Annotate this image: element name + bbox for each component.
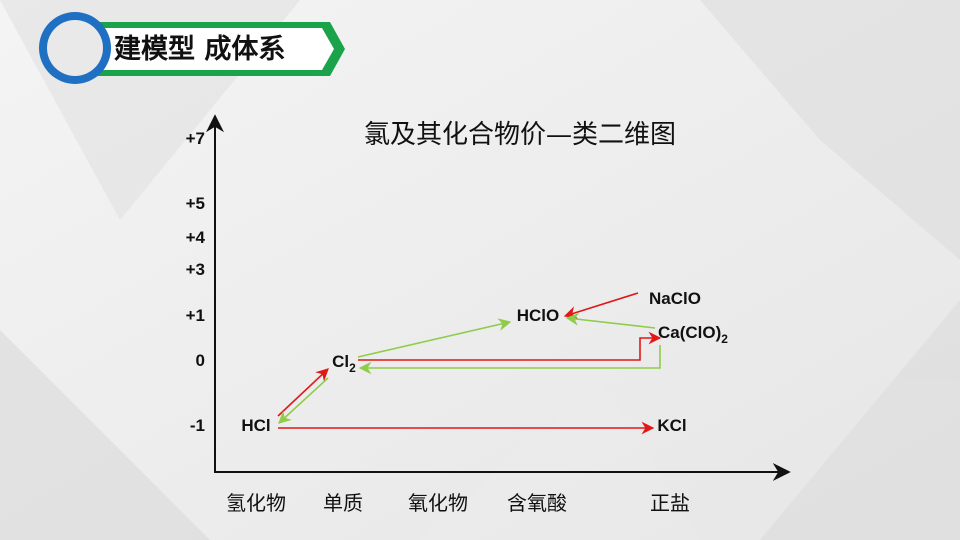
diagram-title: 氯及其化合物价—类二维图 bbox=[364, 120, 676, 150]
y-label: +4 bbox=[186, 228, 206, 247]
node: Cl2 bbox=[332, 352, 356, 375]
x-label: 含氧酸 bbox=[507, 491, 567, 515]
header-banner: 建模型 成体系 bbox=[39, 12, 345, 84]
node: NaClO bbox=[649, 289, 701, 308]
arrow bbox=[277, 368, 329, 417]
arrow bbox=[358, 345, 661, 375]
x-label: 氢化物 bbox=[226, 491, 286, 515]
x-label: 单质 bbox=[323, 491, 363, 515]
node-subscript: 2 bbox=[721, 332, 728, 346]
node-label: Cl bbox=[332, 352, 349, 371]
header-title: 建模型 成体系 bbox=[114, 34, 285, 65]
node: KCl bbox=[657, 416, 686, 435]
arrow bbox=[563, 292, 639, 319]
y-label: +7 bbox=[186, 129, 205, 148]
node-label: Ca(ClO) bbox=[658, 323, 721, 342]
y-label: +3 bbox=[186, 260, 205, 279]
x-label: 氧化物 bbox=[408, 491, 468, 515]
y-label: +1 bbox=[186, 306, 205, 325]
node-label: NaClO bbox=[649, 289, 701, 308]
arrows bbox=[277, 292, 662, 435]
node: HClO bbox=[517, 306, 560, 325]
arrow bbox=[357, 318, 512, 358]
arrow bbox=[278, 377, 329, 424]
y-label: 0 bbox=[196, 351, 205, 370]
node-label: HClO bbox=[517, 306, 560, 325]
node-label: HCl bbox=[241, 416, 270, 435]
node-subscript: 2 bbox=[349, 361, 356, 375]
y-label: -1 bbox=[190, 416, 205, 435]
arrow bbox=[358, 331, 662, 361]
node: Ca(ClO)2 bbox=[658, 323, 728, 346]
arrow bbox=[565, 312, 656, 329]
y-label: +5 bbox=[186, 194, 205, 213]
node: HCl bbox=[241, 416, 270, 435]
node-label: KCl bbox=[657, 416, 686, 435]
x-label: 正盐 bbox=[650, 491, 690, 515]
